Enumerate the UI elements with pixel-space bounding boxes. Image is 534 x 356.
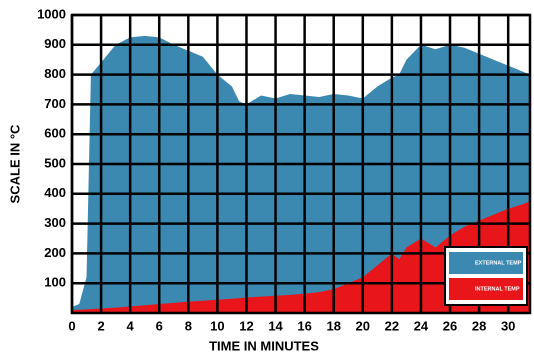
x-tick-label: 10 xyxy=(210,318,224,333)
y-tick-label: 300 xyxy=(44,215,66,230)
x-tick-label: 24 xyxy=(414,318,429,333)
y-tick-label: 200 xyxy=(44,245,66,260)
y-tick-label: 400 xyxy=(44,185,66,200)
x-tick-label: 28 xyxy=(472,318,486,333)
y-axis-label: SCALE IN °C xyxy=(7,124,22,203)
y-tick-label: 900 xyxy=(44,36,66,51)
x-tick-label: 2 xyxy=(97,318,104,333)
area xyxy=(72,201,530,313)
x-tick-label: 6 xyxy=(156,318,163,333)
legend-label: INTERNAL TEMP xyxy=(475,286,520,292)
x-tick-label: 0 xyxy=(68,318,75,333)
x-tick-label: 12 xyxy=(239,318,253,333)
legend-swatch xyxy=(449,278,523,300)
x-tick-label: 16 xyxy=(297,318,311,333)
y-tick-label: 500 xyxy=(44,155,66,170)
x-tick-label: 18 xyxy=(326,318,340,333)
x-axis-label: TIME IN MINUTES xyxy=(209,338,319,353)
y-tick-label: 700 xyxy=(44,96,66,111)
y-tick-label: 1000 xyxy=(37,6,66,21)
legend-swatch xyxy=(449,252,523,274)
x-tick-label: 8 xyxy=(185,318,192,333)
y-tick-label: 600 xyxy=(44,126,66,141)
x-tick-label: 26 xyxy=(443,318,457,333)
y-tick-label: 800 xyxy=(44,66,66,81)
x-tick-label: 14 xyxy=(268,318,283,333)
x-tick-label: 30 xyxy=(501,318,515,333)
legend: EXTERNAL TEMP INTERNAL TEMP xyxy=(444,246,528,306)
x-tick-label: 20 xyxy=(356,318,370,333)
legend-label: EXTERNAL TEMP xyxy=(475,260,522,266)
x-tick-label: 4 xyxy=(127,318,135,333)
x-tick-label: 22 xyxy=(385,318,399,333)
plot-frame xyxy=(70,13,532,315)
y-tick-label: 100 xyxy=(44,275,66,290)
